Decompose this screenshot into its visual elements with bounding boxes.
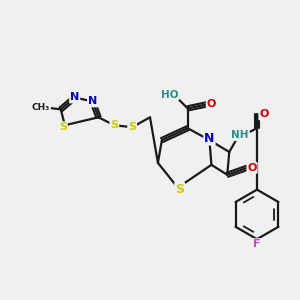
Text: N: N <box>70 92 79 103</box>
Text: S: S <box>128 122 136 132</box>
Text: O: O <box>248 163 257 173</box>
Text: S: S <box>110 120 118 130</box>
Text: N: N <box>204 132 214 145</box>
Text: CH₃: CH₃ <box>32 103 50 112</box>
Text: NH: NH <box>231 130 249 140</box>
Text: O: O <box>207 99 216 110</box>
Text: N: N <box>88 97 97 106</box>
Text: S: S <box>175 183 184 196</box>
Text: HO: HO <box>161 89 178 100</box>
Text: S: S <box>59 122 67 132</box>
Text: O: O <box>259 109 268 119</box>
Text: F: F <box>253 239 261 249</box>
